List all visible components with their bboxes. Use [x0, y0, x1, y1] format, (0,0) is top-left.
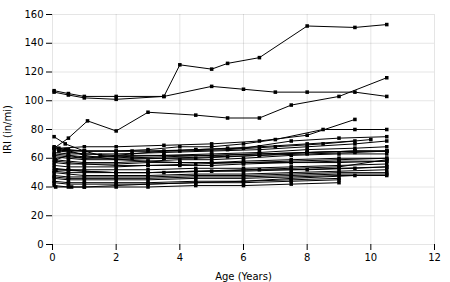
svg-text:60: 60 — [31, 152, 44, 163]
svg-text:20: 20 — [31, 210, 44, 221]
svg-text:0: 0 — [37, 239, 43, 250]
svg-text:8: 8 — [304, 252, 310, 263]
svg-text:160: 160 — [24, 9, 43, 20]
svg-text:IRI (in/mi): IRI (in/mi) — [2, 105, 13, 154]
svg-text:2: 2 — [113, 252, 119, 263]
svg-text:40: 40 — [31, 181, 44, 192]
svg-text:140: 140 — [24, 37, 43, 48]
svg-text:100: 100 — [24, 95, 43, 106]
svg-text:120: 120 — [24, 66, 43, 77]
svg-text:4: 4 — [177, 252, 183, 263]
svg-text:Age (Years): Age (Years) — [215, 271, 272, 282]
svg-text:0: 0 — [49, 252, 55, 263]
svg-text:10: 10 — [364, 252, 377, 263]
svg-text:80: 80 — [31, 124, 44, 135]
svg-text:12: 12 — [428, 252, 441, 263]
svg-text:6: 6 — [240, 252, 246, 263]
